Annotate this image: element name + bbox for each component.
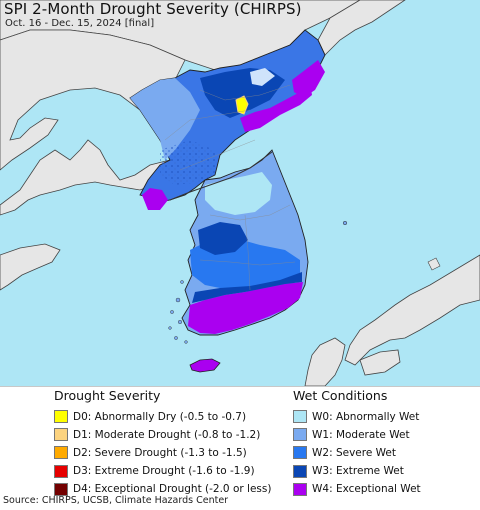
- legend-swatch-d1: [54, 428, 68, 442]
- legend-item-d1: D1: Moderate Drought (-0.8 to -1.2): [54, 426, 271, 443]
- drought-map: SPI 2-Month Drought Severity (CHIRPS) Oc…: [0, 0, 480, 387]
- legend-swatch-d4: [54, 482, 68, 496]
- wet-legend: Wet Conditions W0: Abnormally Wet W1: Mo…: [293, 388, 421, 499]
- legend-label-d2: D2: Severe Drought (-1.3 to -1.5): [73, 446, 247, 459]
- legend-swatch-w0: [293, 410, 307, 423]
- legend-label-d3: D3: Extreme Drought (-1.6 to -1.9): [73, 465, 255, 478]
- admin-boundaries: [164, 84, 296, 291]
- south-korea-w3-band: [192, 272, 302, 303]
- legend-item-w3: W3: Extreme Wet: [293, 463, 421, 480]
- legend-item-w4: W4: Exceptional Wet: [293, 481, 421, 498]
- legend-item-d0: D0: Abnormally Dry (-0.5 to -0.7): [54, 408, 271, 425]
- japan-island-small: [427, 257, 441, 271]
- legend-swatch-d2: [54, 446, 68, 460]
- legend-swatch-d0: [54, 410, 68, 423]
- dmz-line: [169, 151, 273, 201]
- jeju-island: [189, 358, 221, 373]
- legend-swatch-w3: [293, 464, 307, 478]
- source-credit: Source: CHIRPS, UCSB, Climate Hazards Ce…: [3, 495, 229, 506]
- legend-label-w0: W0: Abnormally Wet: [312, 410, 420, 423]
- legend-item-d3: D3: Extreme Drought (-1.6 to -1.9): [54, 463, 271, 480]
- map-subtitle: Oct. 16 - Dec. 15, 2024 [final]: [5, 18, 155, 29]
- north-korea-southwest-w4: [142, 188, 168, 210]
- legend-label-d0: D0: Abnormally Dry (-0.5 to -0.7): [73, 410, 247, 423]
- japan-honshu: [344, 254, 480, 366]
- legend-swatch-w1: [293, 428, 307, 442]
- legend-item-d4: D4: Exceptional Drought (-2.0 or less): [54, 481, 271, 498]
- north-korea-northeast-w4: [292, 60, 325, 98]
- north-korea-light-patch: [250, 68, 275, 86]
- legend-label-w1: W1: Moderate Wet: [312, 428, 410, 441]
- japan-kyushu: [304, 337, 346, 387]
- western-islands: [168, 280, 188, 344]
- legend-item-w0: W0: Abnormally Wet: [293, 408, 421, 425]
- drought-legend: Drought Severity D0: Abnormally Dry (-0.…: [54, 388, 271, 499]
- legend-label-d4: D4: Exceptional Drought (-2.0 or less): [73, 483, 272, 496]
- south-korea-w3-area: [198, 222, 248, 255]
- south-korea-w4-south: [188, 282, 303, 334]
- japan-shikoku: [359, 349, 401, 376]
- drought-legend-heading: Drought Severity: [54, 388, 161, 403]
- map-title: SPI 2-Month Drought Severity (CHIRPS): [4, 0, 302, 18]
- south-korea-w0-area: [205, 172, 272, 215]
- legend-swatch-w4: [293, 482, 307, 496]
- north-korea-speckle: [160, 140, 215, 185]
- ulleungdo-island: [342, 220, 348, 226]
- north-korea-east-w4: [240, 82, 312, 132]
- legend-item-w2: W2: Severe Wet: [293, 444, 421, 461]
- shandong-peninsula: [0, 243, 61, 291]
- legend-label-w2: W2: Severe Wet: [312, 446, 396, 459]
- dry-spot-d0: [235, 95, 249, 115]
- legend-swatch-w2: [293, 446, 307, 460]
- map-canvas: [0, 0, 480, 387]
- legend-swatch-d3: [54, 464, 68, 478]
- wet-legend-heading: Wet Conditions: [293, 388, 388, 403]
- legend-item-w1: W1: Moderate Wet: [293, 426, 421, 443]
- legend-label-d1: D1: Moderate Drought (-0.8 to -1.2): [73, 428, 261, 441]
- legend-item-d2: D2: Severe Drought (-1.3 to -1.5): [54, 444, 271, 461]
- legend-label-w3: W3: Extreme Wet: [312, 465, 404, 478]
- north-korea-west-w1: [130, 78, 200, 160]
- legend-label-w4: W4: Exceptional Wet: [312, 483, 421, 496]
- russia-landmass: [317, 0, 406, 56]
